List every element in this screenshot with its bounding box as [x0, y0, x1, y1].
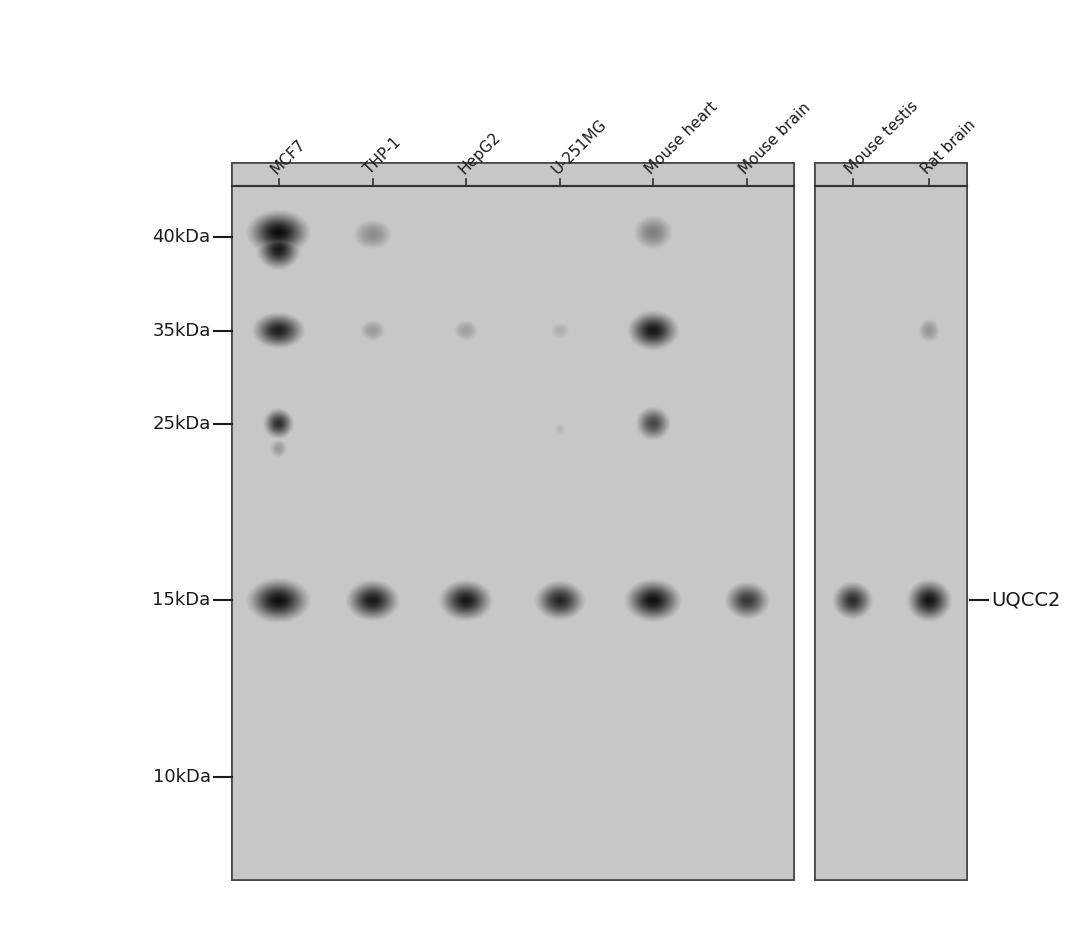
Text: 40kDa: 40kDa [152, 228, 211, 247]
Bar [232, 163, 794, 880]
Text: Rat brain: Rat brain [918, 117, 978, 177]
Text: 10kDa: 10kDa [152, 768, 211, 787]
Bar [815, 163, 967, 880]
Bar [232, 163, 794, 880]
Text: 35kDa: 35kDa [152, 321, 211, 340]
Text: 15kDa: 15kDa [152, 591, 211, 610]
Text: Mouse testis: Mouse testis [842, 99, 921, 177]
Text: U-251MG: U-251MG [550, 116, 610, 177]
Text: THP-1: THP-1 [362, 135, 404, 177]
Text: MCF7: MCF7 [269, 137, 309, 177]
Text: UQCC2: UQCC2 [991, 591, 1061, 610]
Text: 25kDa: 25kDa [152, 414, 211, 433]
Text: Mouse brain: Mouse brain [737, 100, 813, 177]
Text: Mouse heart: Mouse heart [643, 99, 720, 177]
Text: HepG2: HepG2 [456, 129, 503, 177]
Bar [815, 163, 967, 880]
